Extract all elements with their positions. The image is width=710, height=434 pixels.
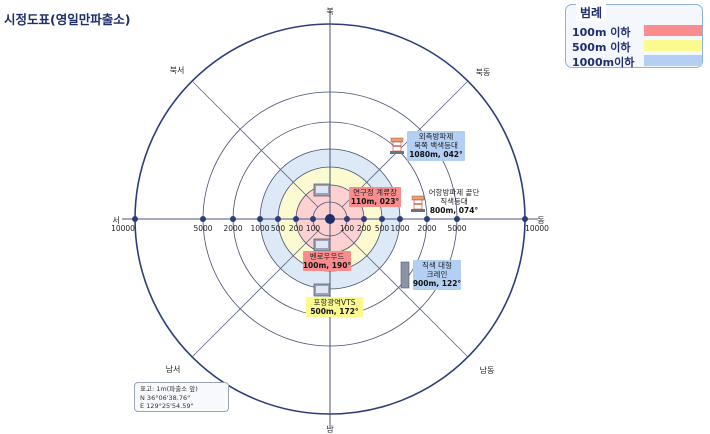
building-window (316, 241, 328, 248)
observer-height: 표고: 1m(파출소 앞) (140, 385, 198, 393)
target-label-bg (413, 260, 461, 290)
building-window (316, 186, 328, 193)
scale-tick (257, 216, 263, 222)
scale-tick (361, 216, 367, 222)
target-name: 크레인 (427, 269, 448, 279)
scale-label: 200 (357, 224, 372, 233)
scale-label: 200 (289, 224, 304, 233)
building-icon (313, 183, 331, 197)
target-name: 연구정 계류장 (353, 187, 397, 197)
scale-tick (454, 216, 460, 222)
lighthouse-base (390, 151, 404, 154)
target-name: 외측방파제 (419, 131, 454, 141)
scale-tick (132, 216, 138, 222)
observer-longitude: E 129°25'54.59" (140, 402, 194, 410)
legend-item-100m: 100m 이하 (572, 24, 702, 39)
direction-label-se: 남동 (480, 366, 495, 375)
direction-label-ne: 북동 (476, 68, 491, 77)
direction-label-w: 서 (112, 216, 119, 225)
target-label-bg (306, 297, 363, 317)
bearing-line (191, 230, 319, 358)
scale-label: 1000 (250, 224, 269, 233)
target-distance: 800m, 074° (430, 206, 479, 215)
legend-swatch (644, 55, 702, 66)
legend-label: 100m 이하 (572, 26, 631, 39)
scale-label: 2000 (223, 224, 242, 233)
target-distance: 500m, 172° (310, 307, 359, 316)
legend-title: 범례 (576, 4, 607, 21)
scale-tick (397, 216, 403, 222)
scale-label: 500 (375, 224, 390, 233)
scale-label: 5000 (447, 224, 466, 233)
target-name: 직색등대 (440, 196, 468, 206)
scale-label: 100 (340, 224, 355, 233)
target-name: 어항방파제 끝단 (429, 187, 480, 197)
lighthouse-top (411, 195, 425, 201)
crane-icon (400, 261, 410, 289)
scale-label: 2000 (417, 224, 436, 233)
scale-tick (293, 216, 299, 222)
target-distance: 1080m, 042° (409, 150, 463, 159)
legend: 범례 100m 이하 500m 이하 1000m이하 (565, 4, 703, 69)
scale-label: 10000 (111, 224, 135, 233)
legend-item-500m: 500m 이하 (572, 39, 702, 54)
bearing-line (191, 80, 319, 208)
scale-tick (230, 216, 236, 222)
lighthouse-icon (411, 195, 425, 212)
scale-tick (200, 216, 206, 222)
target-distance: 100m, 190° (303, 261, 352, 270)
observer-latitude: N 36°06'38.76" (140, 393, 191, 402)
target-distance: 110m, 023° (351, 197, 400, 206)
scale-label: 100 (306, 224, 321, 233)
building-icon (313, 283, 331, 297)
lighthouse-top (390, 137, 404, 143)
scale-label: 5000 (193, 224, 212, 233)
target-label-bg (349, 187, 401, 207)
observer-info-box: 표고: 1m(파출소 앞) N 36°06'38.76" E 129°25'54… (134, 382, 229, 412)
scale-label: 10000 (525, 224, 549, 233)
bearing-line (341, 80, 469, 208)
scale-label: 1000 (390, 224, 409, 233)
building-window (316, 286, 328, 293)
scale-tick (344, 216, 350, 222)
target-name: 직색 대형 (422, 260, 452, 270)
scale-tick (310, 216, 316, 222)
direction-label-nw: 북서 (170, 66, 185, 75)
legend-swatch (644, 25, 702, 36)
scale-tick (424, 216, 430, 222)
page-title: 시정도표(영일만파출소) (4, 12, 131, 27)
direction-label-e: 동 (537, 216, 544, 225)
target-name: 포항광역VTS (313, 297, 355, 307)
lighthouse-icon (390, 137, 404, 154)
target-label-bg (407, 131, 465, 161)
direction-label-n: 북 (326, 7, 333, 16)
scale-tick (522, 216, 528, 222)
scale-tick (275, 216, 281, 222)
building-icon (313, 238, 331, 252)
bearing-line (341, 230, 469, 358)
target-name: 북쪽 백색등대 (414, 140, 458, 150)
legend-label: 1000m이하 (572, 56, 635, 69)
target-distance: 900m, 122° (413, 279, 462, 288)
target-name: 벤로우우드 (310, 251, 345, 261)
direction-label-sw: 남서 (166, 365, 181, 374)
legend-swatch (644, 40, 702, 51)
legend-item-1000m: 1000m이하 (572, 54, 702, 69)
scale-tick (379, 216, 385, 222)
center-point (325, 214, 335, 224)
scale-label: 500 (271, 224, 286, 233)
legend-label: 500m 이하 (572, 41, 631, 54)
lighthouse-base (411, 209, 425, 212)
target-label-bg (303, 251, 351, 271)
direction-label-s: 남 (326, 425, 334, 434)
